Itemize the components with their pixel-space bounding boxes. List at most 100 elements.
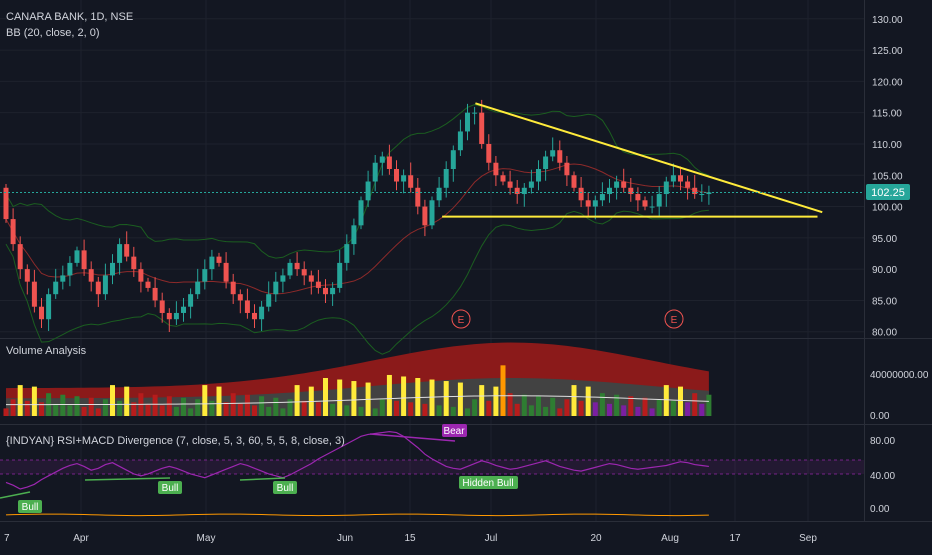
candle-body <box>223 262 229 282</box>
volume-bar <box>408 402 414 416</box>
volume-bar <box>259 396 265 416</box>
candle-body <box>315 281 321 288</box>
candle-body <box>46 294 52 320</box>
candle-body <box>429 200 435 226</box>
candle-body <box>663 181 669 195</box>
candle-body <box>53 281 59 295</box>
candle-body <box>173 312 179 320</box>
candle-body <box>507 181 513 188</box>
volume-bar <box>60 394 66 416</box>
volume-bar <box>223 402 229 416</box>
volume-bar <box>315 402 321 416</box>
volume-bar <box>528 405 534 416</box>
bb-indicator-title[interactable]: BB (20, close, 2, 0) <box>6 27 100 39</box>
volume-bar <box>670 400 676 416</box>
candle-body <box>379 156 385 163</box>
volume-bar <box>592 402 598 416</box>
candle-body <box>124 244 130 257</box>
grid <box>0 0 864 522</box>
candle-body <box>443 169 449 188</box>
candle-body <box>656 194 662 207</box>
candle-body <box>301 269 307 276</box>
volume-bar <box>514 403 520 416</box>
bb-upper-band <box>5 104 710 259</box>
candle-body <box>252 312 257 320</box>
candle-body <box>230 281 236 295</box>
volume-bar <box>663 385 669 416</box>
volume-bar <box>351 381 357 416</box>
volume-bar <box>202 385 208 416</box>
volume-bar <box>117 400 123 416</box>
volume-bar <box>195 399 201 416</box>
volume-panel: Volume Analysis 40000000.00 0.00 <box>3 342 929 422</box>
candle-body <box>500 175 506 182</box>
candle-body <box>493 162 499 176</box>
volume-bar <box>95 408 101 416</box>
candle-body <box>88 269 94 282</box>
candle-body <box>394 169 399 182</box>
candle-body <box>436 187 442 201</box>
bb-basis-line <box>5 163 709 295</box>
candle-body <box>39 306 44 320</box>
candle-body <box>202 269 208 282</box>
candle-body <box>159 300 165 313</box>
volume-avg-line <box>5 395 709 406</box>
candle-body <box>607 187 612 195</box>
candle-body <box>578 187 584 201</box>
candle-body <box>95 281 101 295</box>
candle-body <box>592 200 598 207</box>
candle-body <box>237 294 243 301</box>
bull-label-box <box>273 481 297 494</box>
volume-bar <box>685 402 691 416</box>
volume-bar <box>599 393 605 416</box>
volume-bar <box>628 396 634 416</box>
candle-body <box>564 162 570 176</box>
price-axis-label: 130.00 <box>872 15 903 26</box>
time-axis[interactable]: 7 Apr May Jun 15 Jul 20 Aug 17 Sep <box>4 533 817 544</box>
candle-body <box>166 312 172 320</box>
candles <box>3 99 712 332</box>
volume-bar <box>507 393 513 416</box>
volume-bar <box>266 406 272 416</box>
candle-body <box>521 187 527 195</box>
candle-body <box>10 219 16 245</box>
bull-label: Bull <box>22 502 39 513</box>
candle-body <box>273 281 279 295</box>
candle-body <box>635 194 641 201</box>
volume-bar <box>81 406 87 416</box>
earnings-marker[interactable]: E <box>451 309 471 329</box>
earnings-marker[interactable]: E <box>664 309 684 329</box>
current-price-label: 102.25 <box>871 187 905 199</box>
volume-axis-label-high: 40000000.00 <box>870 370 929 381</box>
candle-body <box>24 269 30 282</box>
volume-bar <box>88 397 94 416</box>
time-axis-label: 15 <box>404 533 416 544</box>
volume-bar <box>394 400 399 416</box>
candle-body <box>195 281 201 295</box>
current-price-badge <box>866 184 910 200</box>
price-axis[interactable]: 130.00 125.00 120.00 115.00 110.00 105.00 100.… <box>872 15 903 339</box>
volume-panel-title[interactable]: Volume Analysis <box>6 345 87 357</box>
candle-body <box>486 143 492 163</box>
volume-bar <box>635 406 641 416</box>
bear-divergence-line <box>369 433 456 442</box>
volume-bar <box>273 397 279 416</box>
candle-body <box>280 275 286 282</box>
volume-bar <box>543 406 549 416</box>
volume-bar <box>31 386 37 416</box>
candle-body <box>528 181 534 188</box>
volume-bar <box>24 400 30 416</box>
volume-bar <box>536 396 541 416</box>
rsi-panel-title[interactable]: {INDYAN} RSI+MACD Divergence (7, close, … <box>6 435 345 447</box>
volume-bar <box>692 393 698 416</box>
candle-body <box>706 192 712 195</box>
bull-label: Bull <box>277 483 294 494</box>
candle-body <box>628 187 634 195</box>
candle-body <box>67 262 73 276</box>
candle-body <box>536 169 541 182</box>
volume-bar <box>358 406 364 416</box>
bull-divergence-line <box>84 477 171 481</box>
volume-bar <box>401 376 407 416</box>
price-axis-label: 120.00 <box>872 77 903 88</box>
